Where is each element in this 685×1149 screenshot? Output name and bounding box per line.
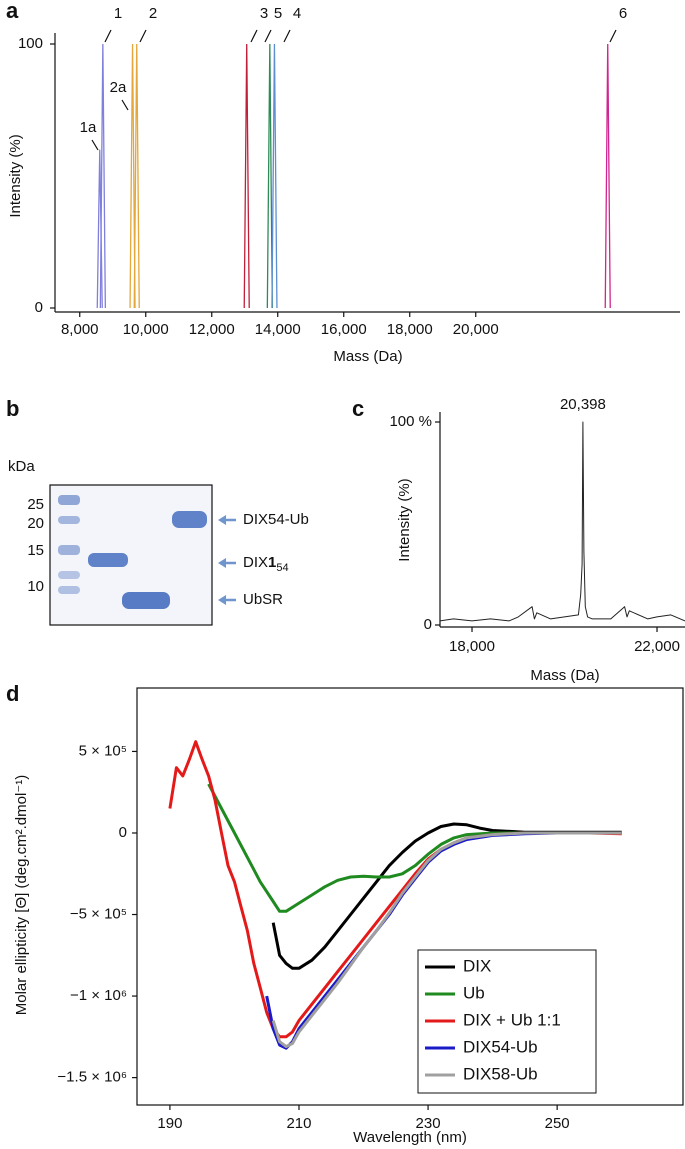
band-label: UbSR bbox=[243, 591, 283, 608]
x-tick-label: 16,000 bbox=[321, 321, 367, 338]
x-tick-label: 210 bbox=[286, 1115, 311, 1132]
y-axis-title: Molar ellipticity [Θ] (deg.cm².dmol⁻¹) bbox=[13, 775, 30, 1015]
y-tick-label: 0 bbox=[35, 299, 43, 316]
peak-leader bbox=[609, 29, 617, 43]
peak-leader bbox=[139, 29, 147, 43]
y-axis-title: Intensity (%) bbox=[7, 134, 24, 217]
gel-image bbox=[49, 484, 213, 626]
peak-leader bbox=[121, 99, 129, 111]
x-tick-label: 250 bbox=[545, 1115, 570, 1132]
band-label: DIX bbox=[243, 554, 268, 571]
peak bbox=[129, 43, 136, 309]
peak bbox=[133, 43, 140, 309]
legend-label: DIX58-Ub bbox=[463, 1064, 538, 1083]
marker-label: 20 bbox=[27, 515, 44, 532]
y-tick-label: −5 × 10⁵ bbox=[70, 905, 127, 922]
peak-label: 3 bbox=[260, 5, 268, 22]
panel-label: a bbox=[6, 0, 19, 23]
y-tick-label: 5 × 10⁵ bbox=[79, 742, 127, 759]
gel-arrows bbox=[218, 515, 236, 605]
peak bbox=[99, 43, 106, 309]
peak bbox=[271, 43, 278, 309]
x-tick-label: 12,000 bbox=[189, 321, 235, 338]
y-tick-label: −1 × 10⁶ bbox=[70, 987, 127, 1004]
y-tick-label: −1.5 × 10⁶ bbox=[57, 1069, 127, 1086]
x-axis-title: Mass (Da) bbox=[530, 667, 599, 684]
series-line bbox=[271, 822, 622, 970]
peak-label: 1 bbox=[114, 5, 122, 22]
peak-label: 2 bbox=[149, 5, 157, 22]
marker-label: 25 bbox=[27, 496, 44, 513]
x-axis-title: Mass (Da) bbox=[333, 348, 402, 365]
gel-unit: kDa bbox=[8, 458, 35, 475]
x-tick-label: 8,000 bbox=[61, 321, 99, 338]
band-label: DIX154 bbox=[243, 554, 289, 574]
plot-frame bbox=[136, 687, 684, 1106]
y-axis-title: Intensity (%) bbox=[396, 478, 413, 561]
x-tick-label: 22,000 bbox=[634, 638, 680, 655]
x-tick-label: 18,000 bbox=[449, 638, 495, 655]
y-tick-label: 0 bbox=[424, 616, 432, 633]
legend-label: DIX bbox=[463, 956, 491, 975]
series-line bbox=[207, 783, 622, 913]
peak bbox=[604, 43, 611, 309]
peak bbox=[243, 43, 250, 309]
x-axis-title: Wavelength (nm) bbox=[353, 1129, 467, 1146]
band-label-bold: 1 bbox=[268, 554, 276, 571]
y-tick-label: 100 bbox=[18, 35, 43, 52]
x-tick-label: 14,000 bbox=[255, 321, 301, 338]
peak-label: 4 bbox=[293, 5, 301, 22]
peak-leader bbox=[283, 29, 291, 43]
band-label: DIX54-Ub bbox=[243, 511, 309, 528]
series-line bbox=[439, 421, 685, 622]
legend-label: Ub bbox=[463, 983, 485, 1002]
x-tick-label: 10,000 bbox=[123, 321, 169, 338]
panel-label: c bbox=[352, 396, 364, 421]
series-line bbox=[271, 831, 622, 1049]
peak-leader bbox=[250, 29, 258, 43]
peak-leader bbox=[264, 29, 272, 43]
marker-label: 10 bbox=[27, 578, 44, 595]
peak-leader bbox=[104, 29, 112, 43]
peak-label: 1a bbox=[80, 119, 97, 136]
peak-label: 2a bbox=[110, 79, 127, 96]
peak-leader bbox=[91, 139, 99, 151]
x-tick-label: 18,000 bbox=[387, 321, 433, 338]
peak bbox=[266, 43, 273, 309]
legend-label: DIX + Ub 1:1 bbox=[463, 1010, 561, 1029]
band-label-sub: 54 bbox=[276, 562, 288, 574]
y-tick-label: 0 bbox=[119, 824, 127, 841]
legend-label: DIX54-Ub bbox=[463, 1037, 538, 1056]
peak-label: 6 bbox=[619, 5, 627, 22]
marker-label: 15 bbox=[27, 542, 44, 559]
peak-label: 5 bbox=[274, 5, 282, 22]
panel-label: b bbox=[6, 396, 19, 421]
annotation: 20,398 bbox=[560, 396, 606, 413]
x-tick-label: 20,000 bbox=[453, 321, 499, 338]
x-tick-label: 230 bbox=[416, 1115, 441, 1132]
y-tick-label: 100 % bbox=[389, 413, 432, 430]
panel-label: d bbox=[6, 681, 19, 706]
x-tick-label: 190 bbox=[157, 1115, 182, 1132]
